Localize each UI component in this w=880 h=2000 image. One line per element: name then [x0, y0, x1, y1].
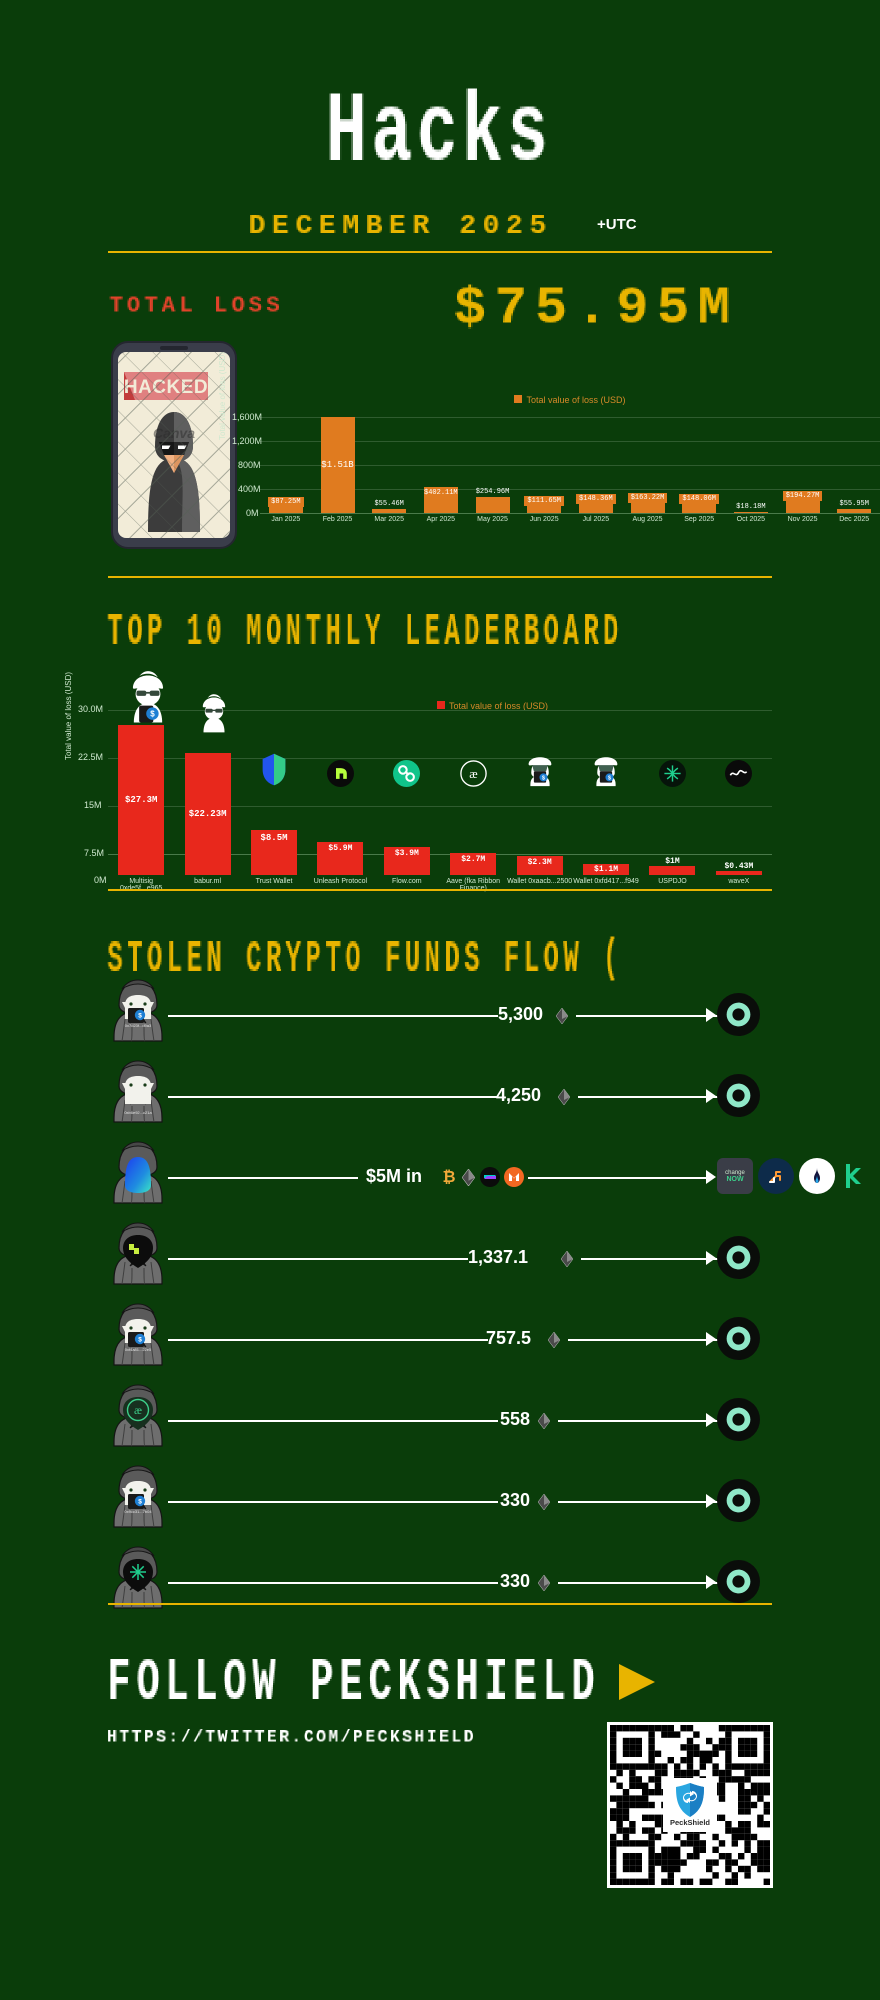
- svg-text:$: $: [542, 776, 545, 782]
- svg-text:$: $: [608, 776, 611, 782]
- svg-text:0xb6e92...c21a: 0xb6e92...c21a: [124, 1110, 152, 1115]
- svg-text:0x9cc31...7b04: 0x9cc31...7b04: [124, 1509, 152, 1514]
- svg-text:0x7d23f...d9a3: 0x7d23f...d9a3: [125, 1023, 152, 1028]
- svg-text:0xf4a81...22e5: 0xf4a81...22e5: [125, 1347, 152, 1352]
- svg-text:PeckShield: PeckShield: [670, 1818, 710, 1827]
- svg-text:æ: æ: [469, 767, 477, 781]
- svg-text:₿: ₿: [442, 1168, 455, 1186]
